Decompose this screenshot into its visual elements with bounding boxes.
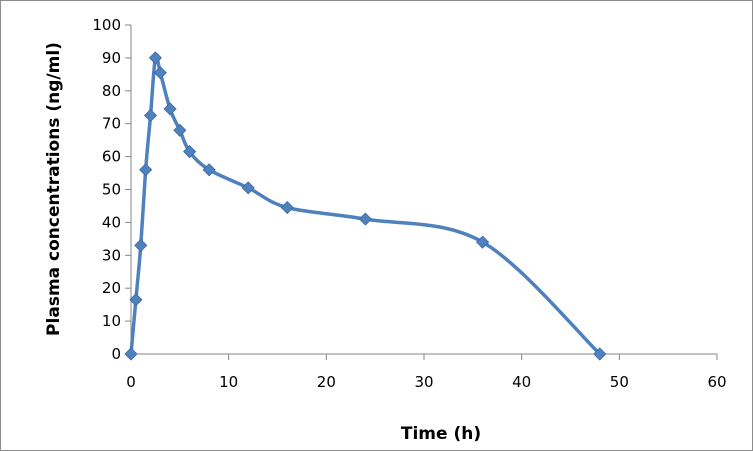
data-point-marker <box>143 108 158 123</box>
y-tick-label: 80 <box>102 82 121 100</box>
y-tick-label: 30 <box>102 246 121 264</box>
y-tick-label: 90 <box>102 49 121 67</box>
y-tick-label: 50 <box>102 181 121 199</box>
x-tick-label: 40 <box>512 373 531 391</box>
y-tick-label: 60 <box>102 148 121 166</box>
y-tick-label: 40 <box>102 213 121 231</box>
data-point-marker <box>202 163 216 177</box>
data-point-marker <box>153 66 167 80</box>
series-line <box>129 54 602 356</box>
data-point-marker <box>241 181 255 195</box>
y-axis-ticks: 0 10 20 30 40 50 60 70 80 90 100 <box>92 16 131 363</box>
data-point-marker <box>163 102 177 116</box>
y-tick-label: 0 <box>111 345 121 363</box>
data-point-marker <box>183 145 197 159</box>
data-point-marker <box>593 347 607 361</box>
y-tick-label: 70 <box>102 115 121 133</box>
data-point-marker <box>173 123 187 137</box>
data-point-marker <box>476 235 490 249</box>
series-markers <box>124 51 607 361</box>
x-tick-label: 10 <box>219 373 238 391</box>
data-point-marker <box>280 201 294 215</box>
data-point-marker <box>124 347 138 361</box>
data-point-marker <box>134 238 148 252</box>
y-tick-label: 10 <box>102 312 121 330</box>
data-point-marker <box>358 212 372 226</box>
x-axis-title: Time (h) <box>401 424 481 444</box>
y-tick-label: 20 <box>102 279 121 297</box>
axes <box>130 25 717 355</box>
data-point-marker <box>139 163 153 177</box>
x-tick-label: 30 <box>414 373 433 391</box>
y-axis-title: Plasma concentrations (ng/ml) <box>44 42 64 336</box>
data-point-marker <box>148 51 162 65</box>
x-tick-label: 0 <box>126 373 136 391</box>
x-tick-label: 60 <box>707 373 726 391</box>
x-axis-ticks: 0 10 20 30 40 50 60 <box>126 354 727 391</box>
x-tick-label: 20 <box>317 373 336 391</box>
data-point-marker <box>129 293 143 307</box>
x-tick-label: 50 <box>610 373 629 391</box>
y-tick-label: 100 <box>92 16 121 34</box>
